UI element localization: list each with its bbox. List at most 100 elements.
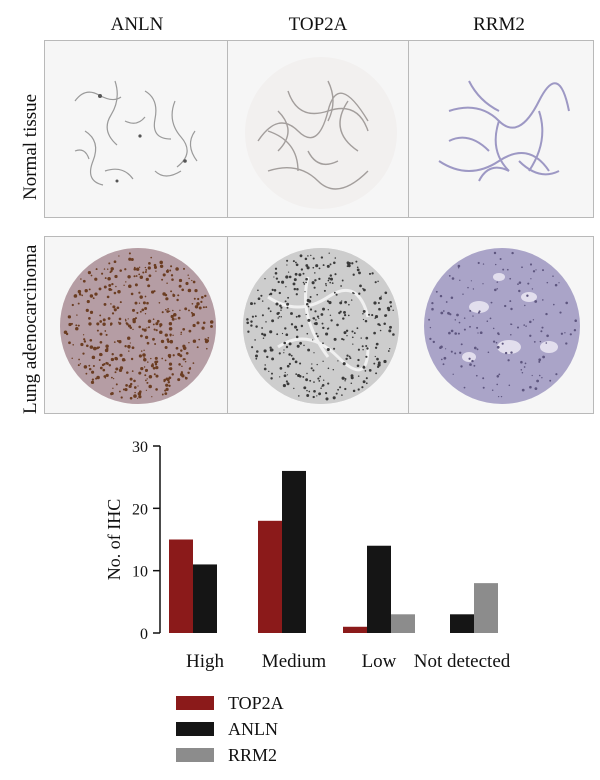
stain-speckle (104, 348, 109, 353)
stain-speckle (392, 333, 395, 336)
stain-speckle (110, 288, 113, 291)
stain-speckle (334, 257, 337, 259)
stain-speckle (316, 315, 320, 318)
stain-speckle (284, 327, 287, 330)
stain-speckle (148, 374, 153, 379)
stain-speckle (161, 311, 164, 314)
stain-speckle (534, 387, 538, 390)
stain-speckle (210, 324, 213, 328)
stain-speckle (364, 370, 367, 372)
stain-speckle (371, 272, 374, 275)
stain-speckle (147, 319, 152, 323)
stain-speckle (479, 331, 483, 335)
stain-speckle (450, 296, 454, 300)
stain-speckle (538, 374, 541, 377)
stain-speckle (205, 347, 208, 350)
stain-speckle (439, 294, 443, 298)
stain-speckle (288, 342, 292, 346)
stain-speckle (168, 321, 173, 326)
stain-speckle (323, 289, 326, 292)
stain-speckle (496, 383, 499, 386)
stain-speckle (171, 278, 174, 281)
stain-speckle (300, 324, 304, 328)
stain-speckle (280, 306, 283, 309)
stain-speckle (138, 273, 141, 276)
stain-speckle (327, 300, 330, 303)
stain-speckle (450, 350, 453, 353)
stain-speckle (380, 295, 382, 297)
stain-speckle (448, 275, 451, 277)
stain-speckle (148, 262, 151, 265)
stain-speckle (254, 339, 256, 341)
stain-speckle (269, 292, 273, 296)
stain-speckle (379, 329, 382, 332)
bar-anln-not-detected (450, 614, 474, 633)
stain-speckle (155, 329, 158, 332)
stain-speckle (269, 346, 272, 349)
stain-speckle (263, 367, 267, 371)
stain-speckle (298, 374, 302, 378)
stain-speckle (98, 287, 102, 291)
stain-speckle (526, 294, 529, 297)
stain-speckle (125, 384, 128, 387)
stain-speckle (392, 309, 394, 312)
stain-speckle (155, 270, 157, 272)
stain-speckle (375, 342, 379, 346)
stain-speckle (116, 306, 120, 310)
stain-speckle (139, 310, 142, 313)
stain-speckle (192, 362, 195, 364)
stain-speckle (383, 359, 387, 364)
stain-speckle (476, 326, 479, 329)
stain-speckle (121, 358, 126, 362)
stain-speckle (476, 348, 479, 351)
stain-speckle (172, 294, 176, 297)
stain-speckle (269, 310, 272, 313)
stain-speckle (127, 275, 131, 279)
stain-speckle (458, 321, 461, 324)
stain-speckle (308, 390, 311, 393)
stain-speckle (524, 362, 527, 365)
stain-speckle (155, 374, 159, 378)
stain-speckle (377, 323, 380, 326)
stain-speckle (541, 377, 543, 379)
stain-speckle (177, 316, 181, 320)
x-category-label: High (186, 651, 225, 672)
stain-speckle (143, 358, 147, 362)
stain-speckle (389, 305, 393, 308)
stain-speckle (103, 268, 106, 270)
stain-speckle (529, 385, 532, 389)
stain-speckle (99, 332, 103, 336)
stain-speckle (96, 329, 99, 332)
stain-speckle (123, 284, 125, 286)
stain-speckle (313, 322, 317, 325)
stain-speckle (545, 342, 548, 344)
stain-speckle (254, 315, 257, 318)
stain-speckle (302, 281, 305, 284)
stain-speckle (128, 257, 132, 261)
stain-speckle (387, 308, 391, 312)
stain-speckle (281, 280, 285, 284)
stain-speckle (279, 376, 281, 378)
stain-speckle (80, 278, 82, 280)
stain-speckle (332, 368, 335, 371)
stain-speckle (467, 286, 469, 289)
tissue-core-image (243, 248, 399, 404)
stain-speckle (343, 310, 346, 314)
stain-speckle (368, 313, 370, 316)
stain-speckle (154, 356, 158, 360)
stain-speckle (152, 366, 156, 370)
stain-speckle (482, 283, 484, 285)
stain-speckle (152, 337, 155, 341)
stain-speckle (473, 364, 476, 367)
stain-speckle (114, 371, 117, 374)
stain-speckle (344, 378, 347, 380)
stain-speckle (346, 261, 350, 265)
stain-speckle (151, 363, 154, 366)
stain-speckle (144, 368, 149, 372)
stain-speckle (118, 368, 123, 373)
stain-speckle (138, 354, 142, 358)
legend-label-anln: ANLN (228, 718, 278, 739)
stain-speckle (320, 313, 324, 316)
stain-speckle (118, 390, 121, 393)
stain-speckle (166, 338, 170, 341)
